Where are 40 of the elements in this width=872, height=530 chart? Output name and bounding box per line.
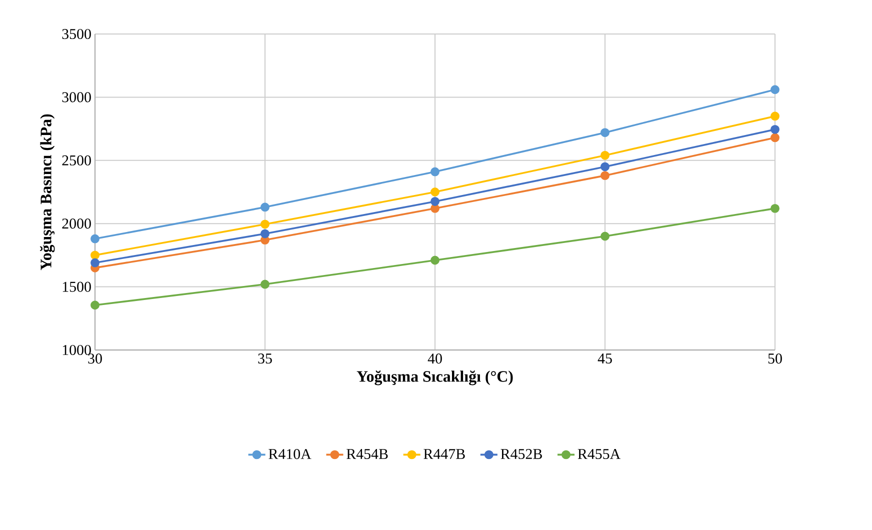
y-tick-label: 2000 xyxy=(62,218,91,229)
legend-label: R447B xyxy=(424,449,465,459)
point xyxy=(770,85,780,94)
legend-label: R455A xyxy=(578,449,620,460)
point xyxy=(770,112,780,121)
y-tick-label: 2500 xyxy=(62,155,91,166)
legend-label: R452B xyxy=(500,449,542,460)
point xyxy=(770,124,780,134)
point xyxy=(90,300,100,310)
x-tick-label: 50 xyxy=(768,354,782,364)
point xyxy=(430,167,440,176)
y-tick-label: 1000 xyxy=(62,344,91,356)
y-axis-title: Yoğuşma Basıncı (kPa) xyxy=(40,114,55,270)
x-tick-label: 35 xyxy=(258,354,272,364)
point xyxy=(770,204,780,213)
point xyxy=(600,232,610,241)
point xyxy=(600,128,610,138)
point xyxy=(770,133,780,142)
point xyxy=(260,220,270,229)
point xyxy=(90,234,100,244)
y-tick-label: 1500 xyxy=(62,282,91,292)
legend-label: R454B xyxy=(346,449,388,460)
point xyxy=(90,250,100,260)
y-tick-label: 3500 xyxy=(62,28,91,40)
point xyxy=(430,256,440,265)
point xyxy=(430,188,440,196)
point xyxy=(260,202,270,212)
x-tick-label: 45 xyxy=(598,354,612,364)
point xyxy=(260,280,270,289)
x-axis-title: Yoğuşma Sıcaklığı (°C) xyxy=(356,370,513,386)
point xyxy=(430,196,440,206)
x-tick-label: 40 xyxy=(428,354,442,364)
legend-label: R410A xyxy=(268,448,312,460)
point xyxy=(260,229,270,238)
point xyxy=(600,162,610,172)
x-tick-label: 30 xyxy=(88,354,102,364)
point xyxy=(90,258,100,268)
point xyxy=(600,171,610,180)
point xyxy=(600,150,610,160)
y-tick-label: 3000 xyxy=(62,92,91,102)
